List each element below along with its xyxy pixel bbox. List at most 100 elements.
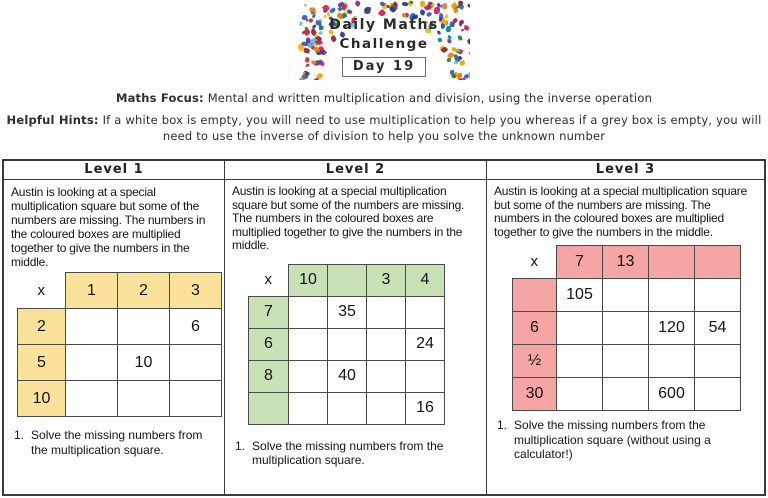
day-badge: Day 19 — [341, 57, 427, 77]
grid-row: 8 40 — [248, 359, 445, 393]
header-row: x 7 13 — [513, 245, 741, 279]
column-header-cell: 13 — [602, 245, 649, 279]
maths-focus-label: Maths Focus: — [115, 91, 204, 105]
grid-empty-cell — [169, 380, 222, 417]
grid-empty-cell — [65, 344, 118, 381]
grid-empty-cell — [648, 344, 695, 378]
row-header-empty-cell — [248, 391, 289, 425]
grid-row: 7 35 — [248, 295, 445, 329]
row-header-cell: 5 — [17, 344, 66, 381]
row-header-cell: 6 — [248, 327, 289, 361]
grid-empty-cell — [366, 391, 406, 425]
worksheet-header: Daily Maths Challenge Day 19 — [298, 17, 470, 77]
helpful-hints-text: If a white box is empty, you will need t… — [102, 113, 762, 143]
level-2-description: Austin is looking at a special multiplic… — [232, 184, 465, 252]
row-header-cell: 6 — [512, 311, 557, 345]
column-header-empty-cell — [327, 263, 367, 297]
grid-empty-cell — [366, 295, 406, 329]
grid-empty-cell — [65, 308, 118, 345]
column-header-cell: 3 — [169, 272, 222, 309]
grid-empty-cell — [602, 311, 649, 345]
instruction-text: Solve the missing numbers from the multi… — [31, 428, 203, 457]
level-1-title: Level 1 — [4, 161, 224, 180]
grid-row: 6 24 — [248, 327, 445, 361]
grid-empty-cell — [366, 327, 406, 361]
level-3-multiplication-square: x 7 13 105 6 120 54 ½ 30 600 — [512, 245, 741, 411]
instruction-text: Solve the missing numbers from the multi… — [252, 438, 444, 468]
level-3-title: Level 3 — [487, 161, 764, 180]
grid-empty-cell — [288, 327, 328, 361]
grid-empty-cell — [602, 344, 649, 378]
grid-empty-cell — [327, 391, 367, 425]
grid-empty-cell — [169, 344, 222, 381]
column-header-cell: 4 — [405, 263, 445, 297]
title-line-1: Daily Maths — [329, 17, 439, 33]
grid-row: 16 — [248, 391, 445, 425]
title-line-2: Challenge — [339, 36, 429, 52]
level-3-description: Austin is looking at a special multiplic… — [494, 184, 748, 239]
helpful-hints-label: Helpful Hints: — [6, 113, 99, 127]
grid-empty-cell — [694, 377, 741, 411]
level-2-title: Level 2 — [225, 161, 486, 180]
instruction-number: 1. — [497, 418, 508, 432]
level-1-multiplication-square: x 1 2 3 2 6 5 10 10 — [17, 272, 222, 417]
grid-empty-cell — [288, 295, 328, 329]
grid-value-cell: 600 — [648, 377, 695, 411]
grid-value-cell: 35 — [327, 295, 367, 329]
grid-empty-cell — [694, 344, 741, 378]
row-header-empty-cell — [512, 278, 557, 312]
grid-value-cell: 24 — [405, 327, 445, 361]
level-1-description: Austin is looking at a special multiplic… — [11, 185, 206, 269]
grid-row: 5 10 — [17, 344, 222, 381]
column-header-empty-cell — [694, 245, 741, 279]
grid-empty-cell — [366, 359, 406, 393]
instruction-text: Solve the missing numbers from the multi… — [514, 418, 711, 461]
column-header-cell: 2 — [117, 272, 170, 309]
level-1-instruction: 1. Solve the missing numbers from the mu… — [4, 428, 224, 457]
grid-empty-cell — [602, 278, 649, 312]
column-header-cell: 7 — [556, 245, 603, 279]
grid-value-cell: 10 — [117, 344, 170, 381]
grid-value-cell: 120 — [648, 311, 695, 345]
instruction-number: 1. — [14, 428, 25, 442]
maths-focus-text: Mental and written multiplication and di… — [207, 91, 653, 105]
level-2-instruction: 1. Solve the missing numbers from the mu… — [225, 439, 486, 468]
grid-row: ½ — [512, 344, 741, 378]
grid-value-cell: 6 — [169, 308, 222, 345]
helpful-hints-block: Helpful Hints: If a white box is empty, … — [4, 113, 764, 144]
multiply-corner-label: x — [530, 253, 539, 271]
grid-row: 10 — [17, 380, 222, 417]
grid-empty-cell — [648, 278, 695, 312]
level-2-multiplication-square: x 10 3 4 7 35 6 24 8 40 16 — [248, 263, 445, 425]
grid-empty-cell — [117, 308, 170, 345]
grid-row: 30 600 — [512, 377, 741, 411]
levels-table: Level 1 Austin is looking at a special m… — [2, 159, 766, 496]
column-header-cell: 1 — [65, 272, 118, 309]
row-header-cell: 7 — [248, 295, 289, 329]
row-header-cell: 8 — [248, 359, 289, 393]
grid-empty-cell — [327, 327, 367, 361]
row-header-cell: ½ — [512, 344, 557, 378]
level-3-instruction: 1. Solve the missing numbers from the mu… — [487, 418, 764, 462]
grid-empty-cell — [602, 377, 649, 411]
column-header-cell: 3 — [366, 263, 406, 297]
grid-empty-cell — [65, 380, 118, 417]
grid-empty-cell — [288, 359, 328, 393]
level-3-column: Level 3 Austin is looking at a special m… — [486, 161, 764, 494]
grid-empty-cell — [556, 377, 603, 411]
instruction-number: 1. — [235, 438, 246, 453]
level-1-column: Level 1 Austin is looking at a special m… — [4, 161, 224, 494]
column-header-empty-cell — [648, 245, 695, 279]
grid-empty-cell — [405, 295, 445, 329]
grid-empty-cell — [405, 359, 445, 393]
grid-value-cell: 16 — [405, 391, 445, 425]
level-2-column: Level 2 Austin is looking at a special m… — [224, 161, 486, 494]
grid-empty-cell — [117, 380, 170, 417]
grid-empty-cell — [556, 311, 603, 345]
grid-value-cell: 105 — [556, 278, 603, 312]
grid-value-cell: 54 — [694, 311, 741, 345]
column-header-cell: 10 — [288, 263, 328, 297]
grid-empty-cell — [288, 391, 328, 425]
